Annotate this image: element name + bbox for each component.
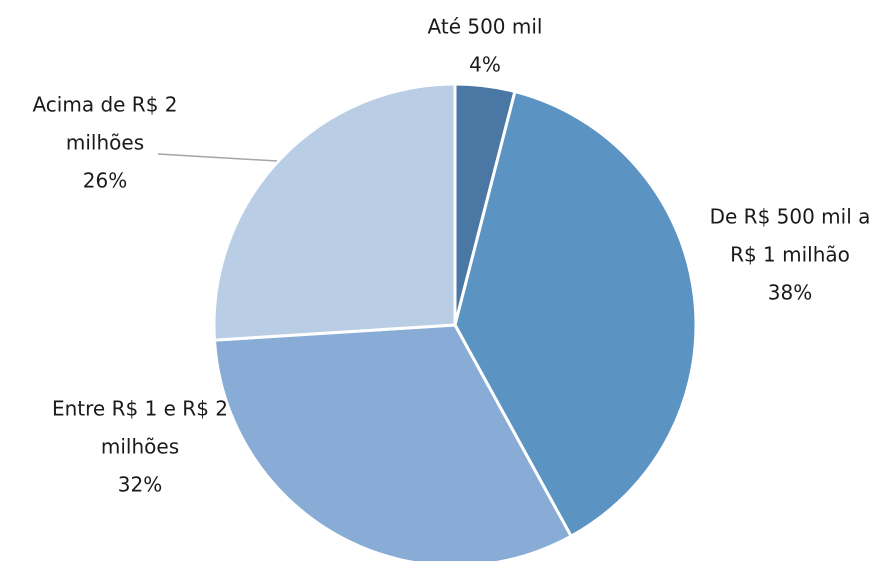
slice-1-percent-label: 4% bbox=[469, 53, 501, 77]
slice-3-percent-label: 32% bbox=[118, 473, 162, 497]
pie-labels: Até 500 mil 4% De R$ 500 mil a R$ 1 milhão 3… bbox=[32, 15, 870, 497]
slice-4-label-line-2: milhões bbox=[66, 131, 144, 155]
leader-line bbox=[157, 153, 278, 162]
slice-3-label-line-2: milhões bbox=[101, 435, 179, 459]
slice-1-label-line-1: Até 500 mil bbox=[428, 15, 543, 39]
pie-slices bbox=[212, 82, 698, 561]
pie-slice-4 bbox=[212, 82, 457, 342]
pie-slice-3 bbox=[212, 323, 573, 561]
slice-2-label-line-1: De R$ 500 mil a bbox=[710, 205, 871, 229]
slice-4-percent-label: 26% bbox=[83, 169, 127, 193]
slice-2-percent-label: 38% bbox=[768, 281, 812, 305]
pie-slice-2 bbox=[453, 90, 698, 538]
slice-4-label-line-1: Acima de R$ 2 bbox=[32, 93, 177, 117]
slice-2-label-line-2: R$ 1 milhão bbox=[730, 243, 850, 267]
slice-3-label-line-1: Entre R$ 1 e R$ 2 bbox=[52, 397, 228, 421]
